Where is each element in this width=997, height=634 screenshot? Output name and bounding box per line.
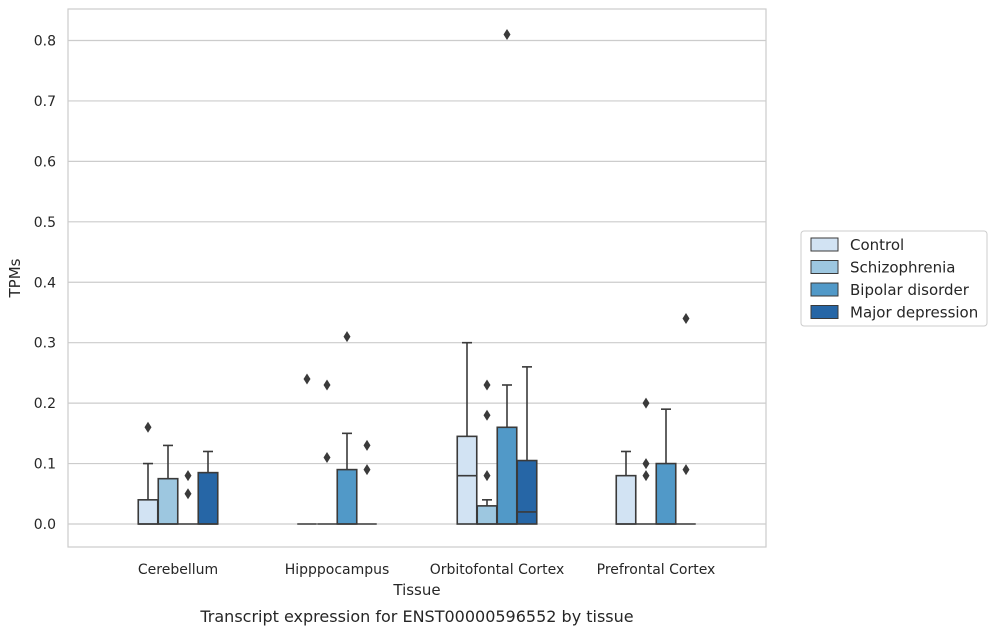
box [157,477,179,525]
y-tick-label: 0.1 [34,457,56,473]
box-group [178,470,198,525]
box-group [676,313,696,525]
box-group [496,28,518,525]
box-group [516,366,538,525]
y-tick-label: 0.7 [34,94,56,110]
x-tick-label: Prefrontal Cortex [597,562,716,578]
y-tick-label: 0.0 [34,517,56,533]
box [456,435,478,525]
box [516,459,538,525]
chart-caption: Transcript expression for ENST0000059655… [199,607,633,626]
x-tick-label: Cerebellum [138,562,218,578]
box [615,474,637,525]
box [655,462,677,525]
legend-swatch [810,260,839,274]
box-group [157,444,179,525]
x-tick-labels: Cerebellum Hipppocampus Orbitofontal Corte… [138,562,715,578]
outlier-point [184,470,192,482]
box [137,499,159,525]
legend-items: Control Schizophrenia Bipolar disorder Majo… [810,236,978,322]
outlier-point [323,452,331,464]
outlier-point [682,464,690,476]
legend: Control Schizophrenia Bipolar disorder Majo… [800,230,988,327]
outlier-point [682,313,690,325]
outlier-point [642,397,650,409]
legend-label: Control [850,236,904,254]
y-tick-label: 0.4 [34,275,56,291]
outlier-point [343,331,351,343]
outlier-point [483,470,491,482]
legend-swatch [810,282,839,297]
box-group [655,408,677,525]
legend-frame [800,230,988,327]
y-tick-labels: 0.0 0.1 0.2 0.3 0.4 0.5 0.6 0.7 0.8 [34,34,56,534]
outlier-point [642,458,650,470]
box-group [297,373,317,525]
y-axis-label: TPMs [6,258,24,298]
y-tick-label: 0.6 [34,154,56,170]
box-group [197,450,219,525]
outlier-point [363,464,371,476]
outlier-point [503,28,511,40]
y-tick-label: 0.5 [34,215,56,231]
box-group [317,379,337,525]
legend-label: Bipolar disorder [850,281,970,299]
boxes [137,28,696,525]
box-group [137,421,159,525]
box-group [636,397,656,525]
outlier-point [483,409,491,421]
outlier-point [642,470,650,482]
box [336,468,358,525]
box [476,505,498,525]
outlier-point [483,379,491,391]
y-tick-label: 0.2 [34,396,56,412]
outlier-point [184,488,192,500]
outlier-point [363,439,371,451]
legend-label: Schizophrenia [850,259,955,277]
outlier-point [303,373,311,385]
box [496,426,518,525]
box-group [615,450,637,525]
y-tick-label: 0.3 [34,336,56,352]
legend-swatch [810,237,839,252]
plot-frame [67,8,767,548]
box-group [456,341,478,525]
box [197,471,219,525]
x-axis-label: Tissue [392,581,440,599]
x-tick-label: Orbitofontal Cortex [430,562,565,578]
outlier-point [323,379,331,391]
legend-swatch [810,305,839,319]
box-group [336,331,358,525]
box-group [476,379,498,525]
x-tick-label: Hipppocampus [285,562,390,578]
y-tick-label: 0.8 [34,34,56,50]
box-group [357,439,377,525]
legend-label: Major depression [850,304,978,322]
outlier-point [144,421,152,433]
grid-lines [68,39,766,525]
